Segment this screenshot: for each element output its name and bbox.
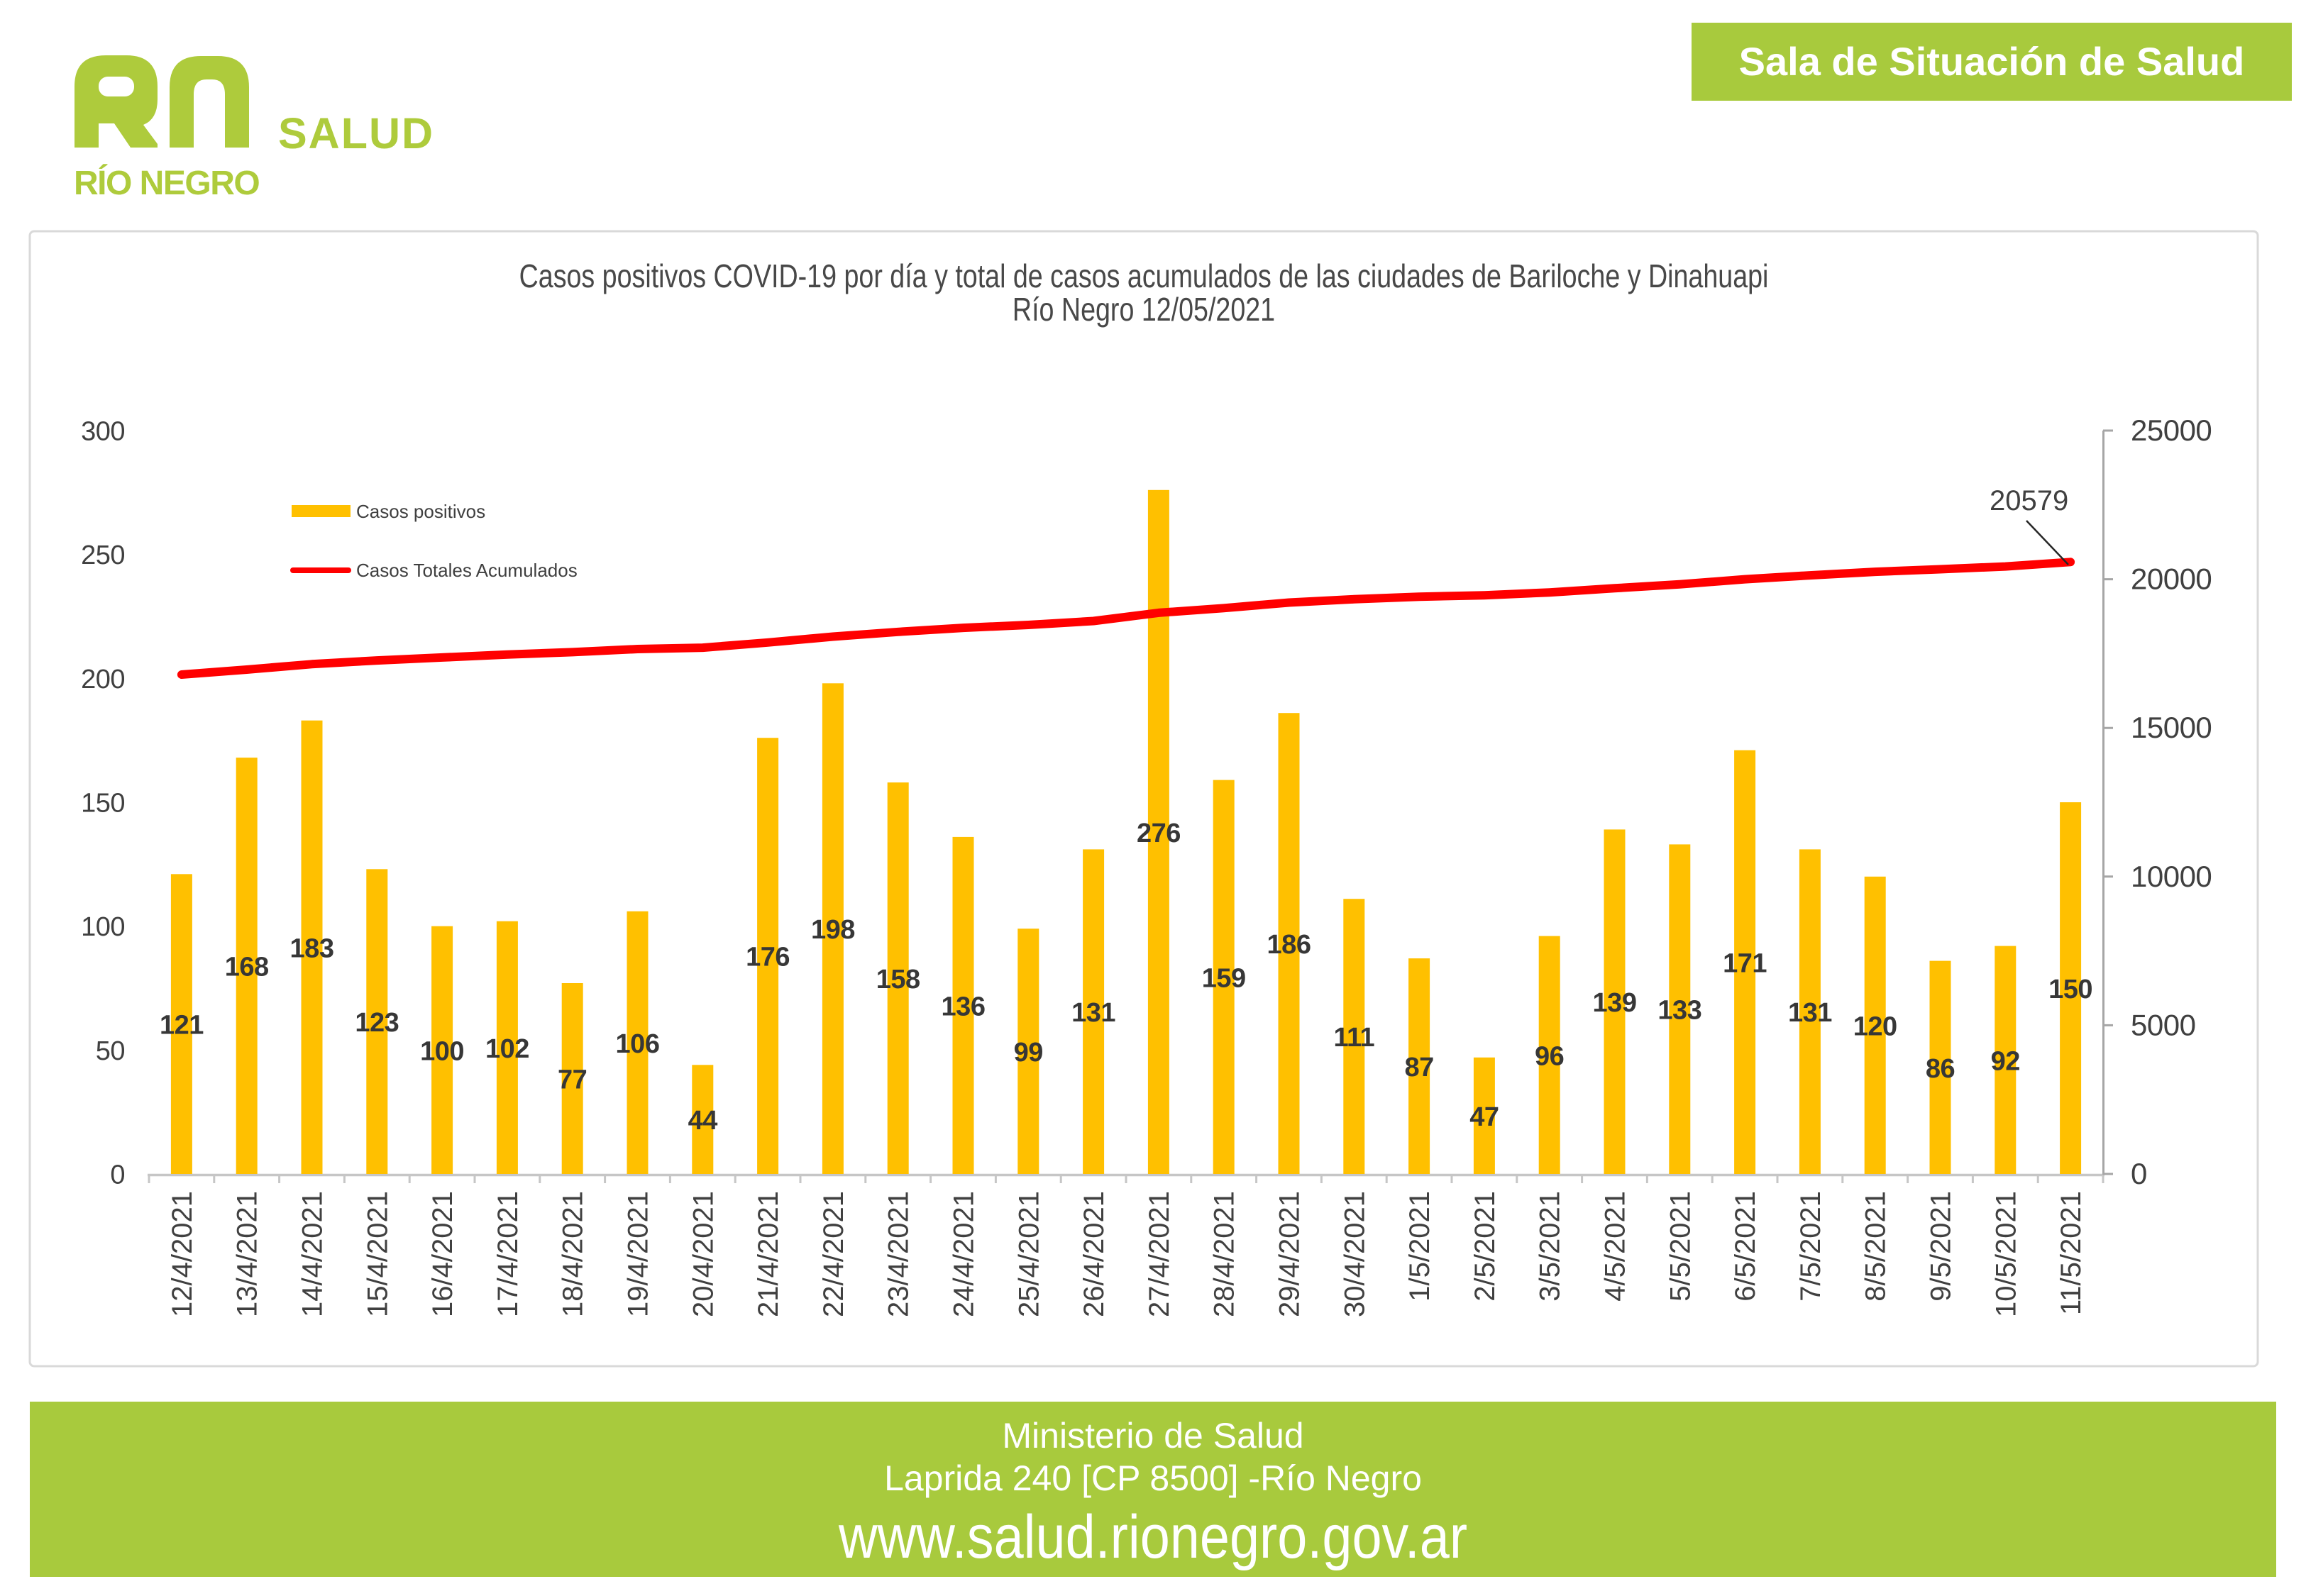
svg-text:131: 131 <box>1071 998 1115 1028</box>
svg-text:123: 123 <box>355 1008 399 1038</box>
svg-text:100: 100 <box>420 1036 464 1066</box>
svg-text:150: 150 <box>81 789 125 819</box>
svg-text:1/5/2021: 1/5/2021 <box>1404 1191 1435 1302</box>
svg-text:25/4/2021: 25/4/2021 <box>1013 1191 1044 1317</box>
svg-text:87: 87 <box>1404 1053 1433 1082</box>
svg-text:24/4/2021: 24/4/2021 <box>949 1191 980 1317</box>
svg-text:Casos Totales Acumulados: Casos Totales Acumulados <box>356 560 578 581</box>
svg-text:17/4/2021: 17/4/2021 <box>492 1191 524 1317</box>
svg-text:250: 250 <box>81 541 125 570</box>
svg-text:27/4/2021: 27/4/2021 <box>1144 1191 1175 1317</box>
svg-text:86: 86 <box>1926 1054 1955 1084</box>
svg-text:77: 77 <box>558 1065 587 1095</box>
svg-text:23/4/2021: 23/4/2021 <box>883 1191 915 1317</box>
svg-text:121: 121 <box>160 1011 204 1041</box>
svg-text:Ministerio de Salud: Ministerio de Salud <box>1002 1416 1303 1456</box>
svg-text:200: 200 <box>81 665 125 694</box>
svg-text:96: 96 <box>1535 1041 1564 1071</box>
svg-text:158: 158 <box>876 965 920 994</box>
svg-text:2/5/2021: 2/5/2021 <box>1469 1191 1501 1302</box>
svg-text:15000: 15000 <box>2131 711 2212 744</box>
svg-text:111: 111 <box>1333 1023 1374 1053</box>
svg-text:276: 276 <box>1137 819 1181 848</box>
svg-text:Sala de Situación de Salud: Sala de Situación de Salud <box>1739 39 2245 84</box>
svg-text:6/5/2021: 6/5/2021 <box>1730 1191 1761 1302</box>
svg-text:RÍO NEGRO: RÍO NEGRO <box>74 164 259 202</box>
svg-text:12/4/2021: 12/4/2021 <box>167 1191 198 1317</box>
svg-text:150: 150 <box>2048 975 2092 1004</box>
svg-text:9/5/2021: 9/5/2021 <box>1926 1191 1957 1302</box>
svg-text:136: 136 <box>942 992 986 1022</box>
svg-text:21/4/2021: 21/4/2021 <box>753 1191 784 1317</box>
svg-text:5/5/2021: 5/5/2021 <box>1665 1191 1696 1302</box>
svg-text:186: 186 <box>1267 930 1311 960</box>
svg-text:44: 44 <box>688 1106 718 1136</box>
svg-text:159: 159 <box>1202 963 1246 993</box>
svg-text:198: 198 <box>811 915 855 945</box>
svg-text:106: 106 <box>616 1029 660 1059</box>
svg-text:7/5/2021: 7/5/2021 <box>1795 1191 1826 1302</box>
svg-text:Casos positivos: Casos positivos <box>356 501 485 522</box>
svg-text:14/4/2021: 14/4/2021 <box>297 1191 329 1317</box>
svg-text:99: 99 <box>1014 1038 1043 1068</box>
svg-text:168: 168 <box>225 953 269 982</box>
svg-text:5000: 5000 <box>2131 1008 2195 1041</box>
svg-text:139: 139 <box>1593 988 1637 1018</box>
svg-text:Laprida 240 [CP 8500] -Río Neg: Laprida 240 [CP 8500] -Río Negro <box>884 1458 1422 1498</box>
svg-text:16/4/2021: 16/4/2021 <box>427 1191 458 1317</box>
svg-text:3/5/2021: 3/5/2021 <box>1535 1191 1566 1302</box>
svg-text:100: 100 <box>81 912 125 942</box>
svg-text:20/4/2021: 20/4/2021 <box>688 1191 719 1317</box>
svg-text:www.salud.rionegro.gov.ar: www.salud.rionegro.gov.ar <box>838 1504 1467 1572</box>
svg-text:92: 92 <box>1991 1046 2020 1076</box>
svg-text:300: 300 <box>81 417 125 447</box>
svg-text:30/4/2021: 30/4/2021 <box>1339 1191 1370 1317</box>
svg-text:183: 183 <box>290 933 334 963</box>
svg-text:133: 133 <box>1657 996 1701 1026</box>
svg-text:4/5/2021: 4/5/2021 <box>1600 1191 1631 1302</box>
svg-text:11/5/2021: 11/5/2021 <box>2056 1191 2087 1315</box>
svg-text:131: 131 <box>1788 998 1832 1028</box>
svg-text:20579: 20579 <box>1990 485 2068 516</box>
svg-text:176: 176 <box>746 943 790 972</box>
svg-text:8/5/2021: 8/5/2021 <box>1860 1191 1892 1302</box>
svg-text:0: 0 <box>2131 1157 2147 1190</box>
svg-text:120: 120 <box>1853 1012 1897 1041</box>
svg-text:26/4/2021: 26/4/2021 <box>1078 1191 1110 1317</box>
svg-text:102: 102 <box>485 1034 529 1064</box>
svg-text:10000: 10000 <box>2131 860 2212 893</box>
svg-text:SALUD: SALUD <box>278 109 434 157</box>
svg-text:13/4/2021: 13/4/2021 <box>232 1191 263 1317</box>
svg-text:19/4/2021: 19/4/2021 <box>623 1191 654 1317</box>
svg-text:Casos positivos COVID-19 por d: Casos positivos COVID-19 por día y total… <box>519 257 1769 294</box>
svg-text:29/4/2021: 29/4/2021 <box>1274 1191 1306 1317</box>
svg-text:171: 171 <box>1723 948 1767 978</box>
svg-text:15/4/2021: 15/4/2021 <box>362 1191 393 1317</box>
svg-text:22/4/2021: 22/4/2021 <box>818 1191 849 1317</box>
svg-text:28/4/2021: 28/4/2021 <box>1209 1191 1240 1317</box>
svg-text:47: 47 <box>1469 1102 1499 1132</box>
svg-text:10/5/2021: 10/5/2021 <box>1990 1191 2021 1317</box>
svg-text:Río Negro 12/05/2021: Río Negro 12/05/2021 <box>1013 291 1275 327</box>
svg-text:0: 0 <box>110 1160 125 1190</box>
svg-text:18/4/2021: 18/4/2021 <box>558 1191 589 1317</box>
svg-text:25000: 25000 <box>2131 414 2212 447</box>
svg-text:20000: 20000 <box>2131 563 2212 596</box>
svg-text:50: 50 <box>96 1036 125 1066</box>
